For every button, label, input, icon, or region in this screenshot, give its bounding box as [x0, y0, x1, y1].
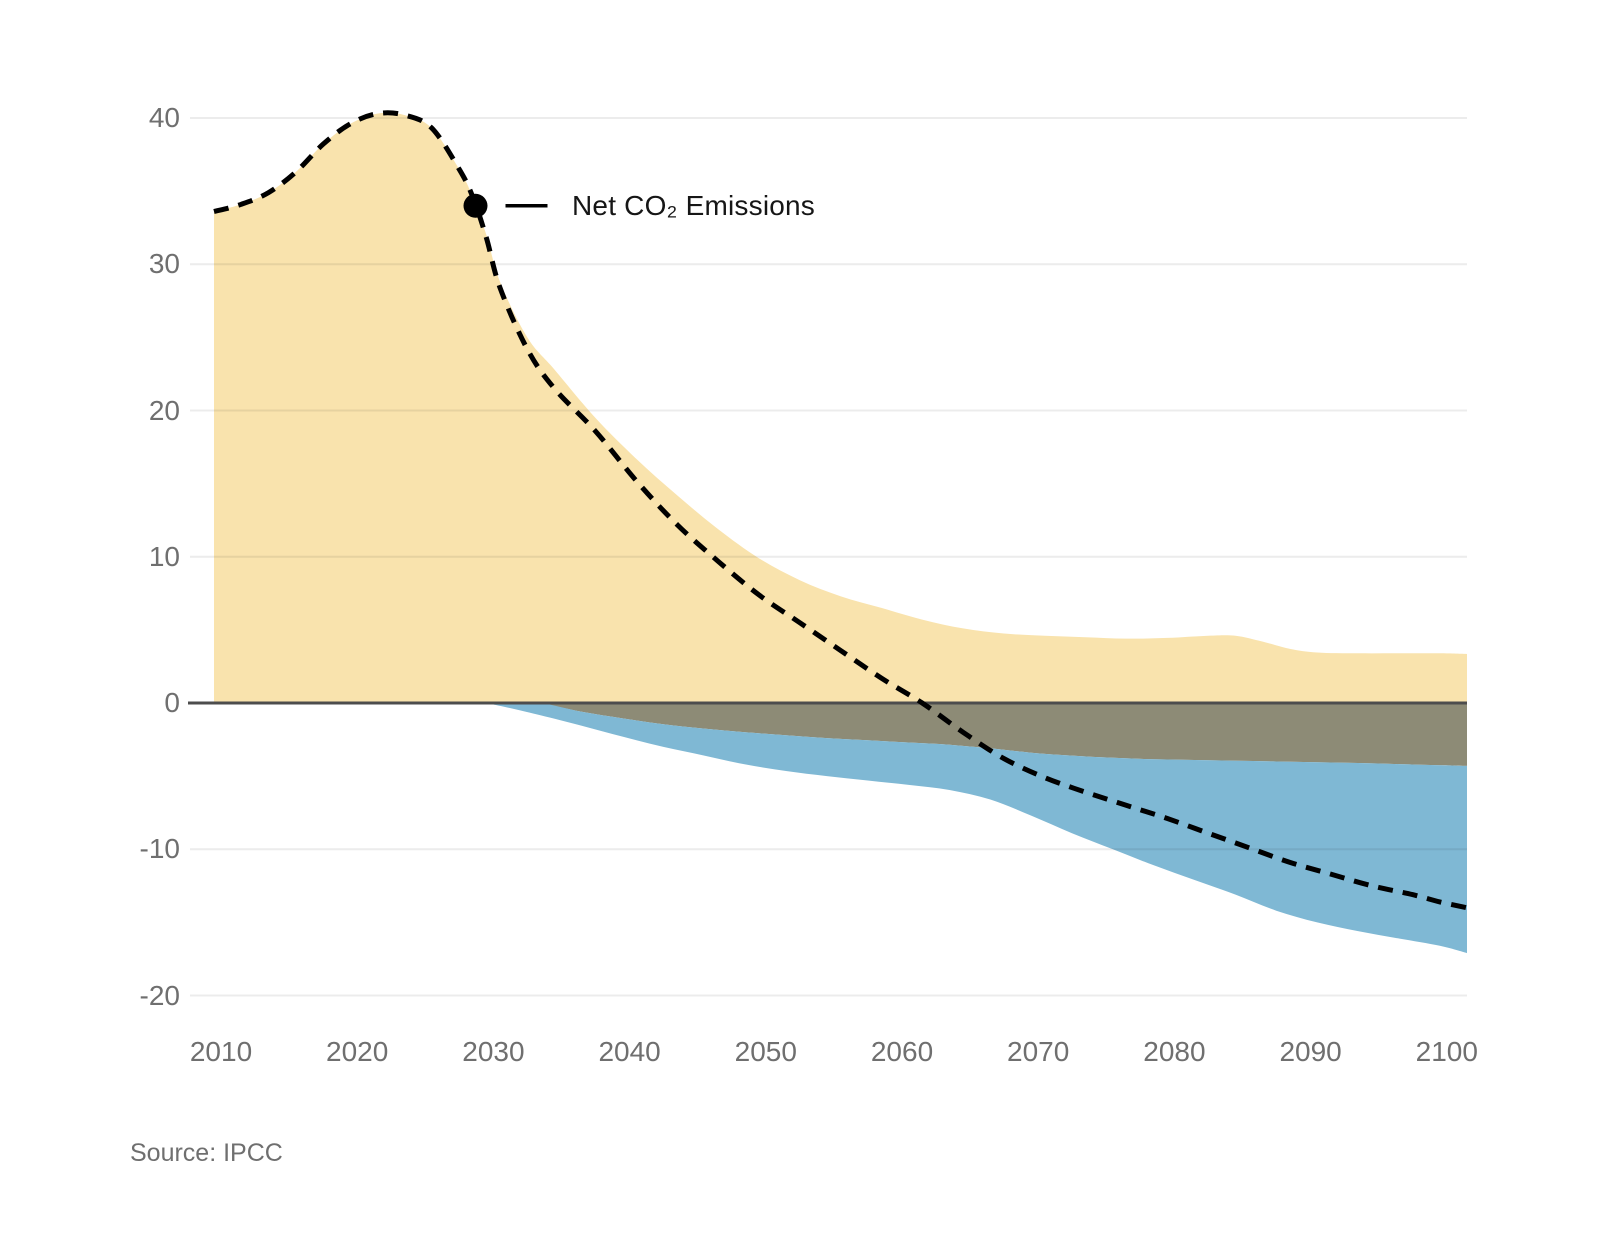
yellow-positive-area: [214, 112, 1467, 703]
x-tick-label: 2060: [870, 1036, 934, 1067]
y-tick-label: 20: [148, 394, 180, 426]
x-tick-label: 2030: [462, 1036, 525, 1067]
gray-negative-area: [540, 703, 1467, 766]
y-tick-label: 10: [148, 540, 180, 572]
blue-negative-area: [486, 702, 1467, 954]
x-tick-label: 2100: [1415, 1036, 1478, 1067]
y-tick-label: -20: [139, 979, 180, 1011]
x-tick-label: 2050: [734, 1036, 797, 1067]
x-tick-label: 2080: [1143, 1036, 1206, 1067]
gridlines: [190, 117, 1467, 997]
y-tick-label: -10: [139, 833, 180, 865]
x-tick-label: 2020: [326, 1036, 389, 1067]
x-tick-label: 2010: [189, 1036, 253, 1067]
net-emissions-dashed-line: [213, 110, 1468, 911]
net-emissions-annotation-label: Net CO₂ Emissions: [572, 190, 815, 221]
annotation-marker-dot: [463, 193, 488, 218]
source-label: Source: IPCC: [130, 1139, 283, 1167]
y-tick-label: 0: [164, 687, 180, 718]
x-tick-label: 2070: [1007, 1036, 1070, 1067]
y-tick-label: 30: [148, 248, 180, 280]
x-tick-label: 2040: [598, 1036, 661, 1067]
x-tick-label: 2090: [1279, 1036, 1342, 1067]
y-tick-label: 40: [148, 102, 180, 133]
